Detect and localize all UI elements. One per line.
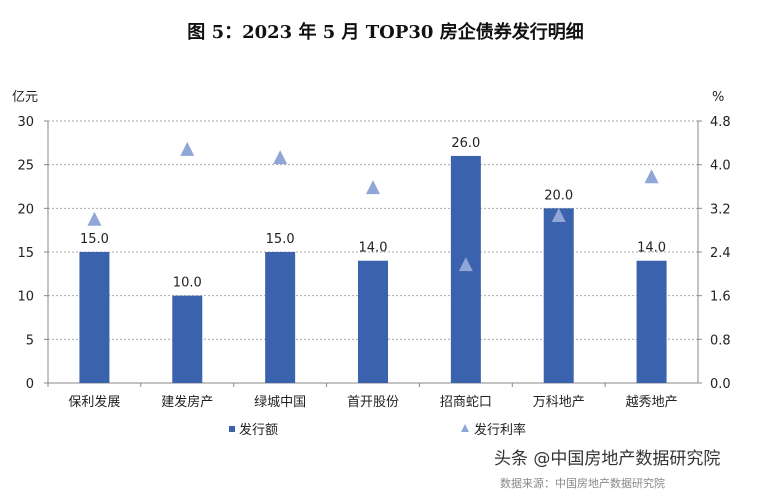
y-tick-left: 0 (26, 377, 34, 392)
bar (543, 208, 574, 383)
bar (265, 252, 296, 383)
bar (79, 252, 110, 383)
triangle-marker (458, 257, 473, 272)
y-tick-left: 5 (26, 333, 34, 348)
triangle-marker (551, 207, 566, 222)
x-tick-label: 越秀地产 (626, 395, 678, 410)
y-tick-left: 25 (17, 159, 34, 174)
chart-title: 图 5：2023 年 5 月 TOP30 房企债券发行明细 (187, 22, 584, 43)
bar (636, 260, 667, 383)
y-tick-right: 4.8 (710, 115, 731, 130)
data-label: 20.0 (544, 188, 573, 203)
y-tick-right: 3.2 (710, 202, 731, 217)
y-tick-right: 0.0 (710, 377, 731, 392)
x-tick-label: 建发房产 (161, 394, 213, 410)
source-note: 数据来源：中国房地产数据研究院 (500, 477, 665, 490)
y-tick-left: 15 (17, 246, 34, 261)
y-axis-label-right: % (712, 90, 724, 105)
y-tick-right: 2.4 (710, 246, 731, 261)
legend-triangle-icon (461, 424, 469, 432)
y-axis-label-left: 亿元 (12, 90, 38, 105)
legend-bar-swatch (229, 426, 235, 432)
y-tick-right: 0.8 (710, 333, 731, 348)
data-label: 15.0 (80, 232, 109, 247)
y-tick-left: 30 (17, 115, 34, 130)
x-tick-label: 万科地产 (533, 395, 585, 410)
watermark: 头条 @中国房地产数据研究院 (494, 449, 721, 469)
x-tick-label: 首开股份 (347, 395, 399, 410)
x-tick-label: 保利发展 (68, 394, 120, 410)
y-tick-left: 10 (17, 290, 34, 305)
y-tick-right: 4.0 (710, 159, 731, 174)
legend-scatter-label: 发行利率 (474, 422, 526, 438)
x-tick-label: 招商蛇口 (440, 395, 492, 410)
data-label: 14.0 (637, 241, 666, 256)
triangle-marker (366, 180, 380, 195)
triangle-marker (273, 150, 288, 165)
triangle-marker (87, 211, 102, 226)
bar (358, 260, 388, 383)
x-tick-label: 绿城中国 (254, 395, 306, 410)
bar (172, 295, 203, 383)
triangle-marker (644, 169, 659, 184)
y-tick-right: 1.6 (710, 290, 731, 305)
data-label: 14.0 (359, 241, 388, 256)
data-label: 10.0 (173, 276, 202, 291)
triangle-marker (180, 141, 195, 156)
legend-bar-label: 发行额 (239, 422, 278, 438)
data-label: 15.0 (266, 232, 295, 247)
y-tick-left: 20 (17, 202, 34, 217)
data-label: 26.0 (451, 136, 480, 151)
